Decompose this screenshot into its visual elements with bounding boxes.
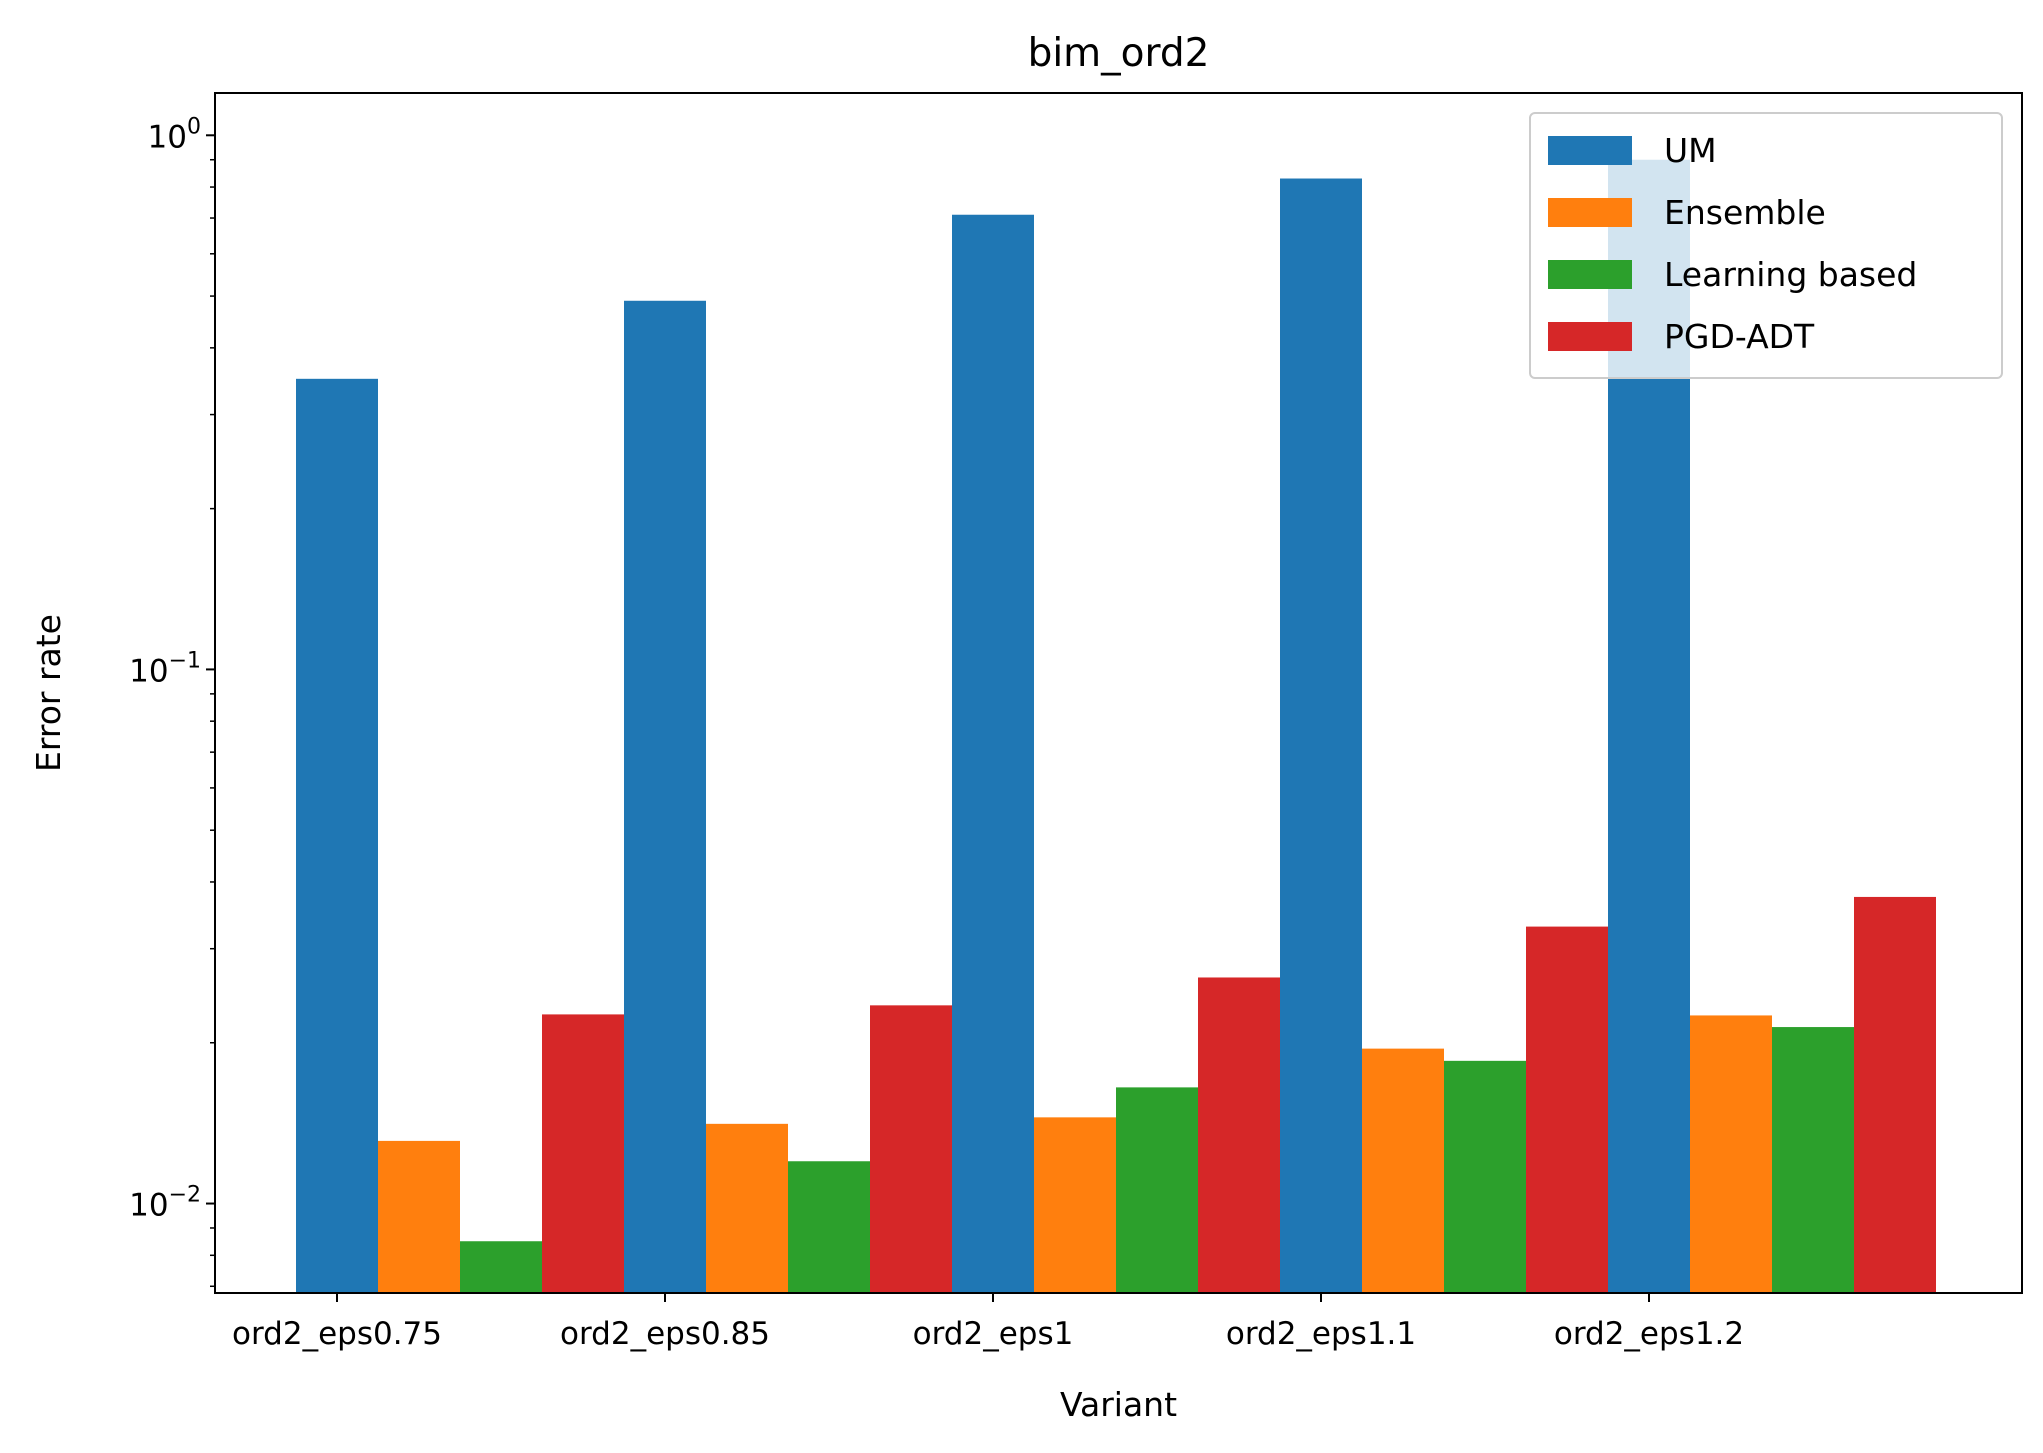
legend-swatch [1548, 198, 1632, 227]
legend-label: Ensemble [1664, 193, 1826, 232]
x-axis-ticks: ord2_eps0.75 ord2_eps0.85 ord2_eps1 ord2_ep… [232, 1293, 1744, 1352]
bar-um-ord2-eps0-75 [296, 378, 378, 1293]
bar-learning-based-ord2-eps0-85 [788, 1161, 870, 1293]
y-tick-label: 100 [148, 114, 201, 155]
bar-pgd-adt-ord2-eps1-1 [1526, 926, 1608, 1293]
y-tick-label: 10−1 [129, 648, 201, 689]
bar-pgd-adt-ord2-eps1-2 [1854, 896, 1936, 1293]
bar-pgd-adt-ord2-eps0-75 [542, 1014, 624, 1293]
legend-label: PGD-ADT [1664, 317, 1815, 356]
y-axis-ticks: 100 10−1 10−2 [129, 114, 215, 1288]
bar-um-ord2-eps1 [952, 214, 1034, 1294]
bar-um-ord2-eps0-85 [624, 300, 706, 1294]
legend-swatch [1548, 322, 1632, 351]
bar-learning-based-ord2-eps1 [1116, 1087, 1198, 1293]
legend: UM Ensemble Learning based PGD-ADT [1529, 112, 2003, 379]
y-tick-label: 10−2 [129, 1183, 201, 1224]
bar-ensemble-ord2-eps0-85 [706, 1123, 788, 1293]
legend-label: Learning based [1664, 255, 1917, 294]
bar-ensemble-ord2-eps1-1 [1362, 1048, 1444, 1293]
x-tick-label: ord2_eps0.75 [232, 1316, 442, 1352]
bar-learning-based-ord2-eps1-2 [1772, 1027, 1854, 1293]
x-tick-label: ord2_eps0.85 [560, 1316, 770, 1352]
bar-ensemble-ord2-eps1 [1034, 1117, 1116, 1293]
legend-swatch [1548, 260, 1632, 289]
plot-frame [214, 92, 2023, 1294]
bars-layer [296, 159, 1936, 1294]
bar-um-ord2-eps1-1 [1280, 178, 1362, 1294]
legend-swatch [1548, 136, 1632, 165]
legend-label: UM [1664, 131, 1717, 170]
bar-ensemble-ord2-eps1-2 [1690, 1015, 1772, 1293]
x-tick-label: ord2_eps1.2 [1554, 1316, 1744, 1352]
x-tick-label: ord2_eps1 [913, 1316, 1074, 1352]
bar-pgd-adt-ord2-eps0-85 [870, 1005, 952, 1293]
y-axis-label: Error rate [29, 614, 68, 772]
legend-box [1529, 112, 2003, 379]
bar-learning-based-ord2-eps0-75 [460, 1241, 542, 1293]
chart-title: bim_ord2 [1028, 31, 1210, 76]
x-axis-label: Variant [1060, 1385, 1177, 1424]
bar-pgd-adt-ord2-eps1 [1198, 977, 1280, 1293]
bar-learning-based-ord2-eps1-1 [1444, 1060, 1526, 1293]
bar-ensemble-ord2-eps0-75 [378, 1140, 460, 1293]
x-tick-label: ord2_eps1.1 [1226, 1316, 1416, 1352]
